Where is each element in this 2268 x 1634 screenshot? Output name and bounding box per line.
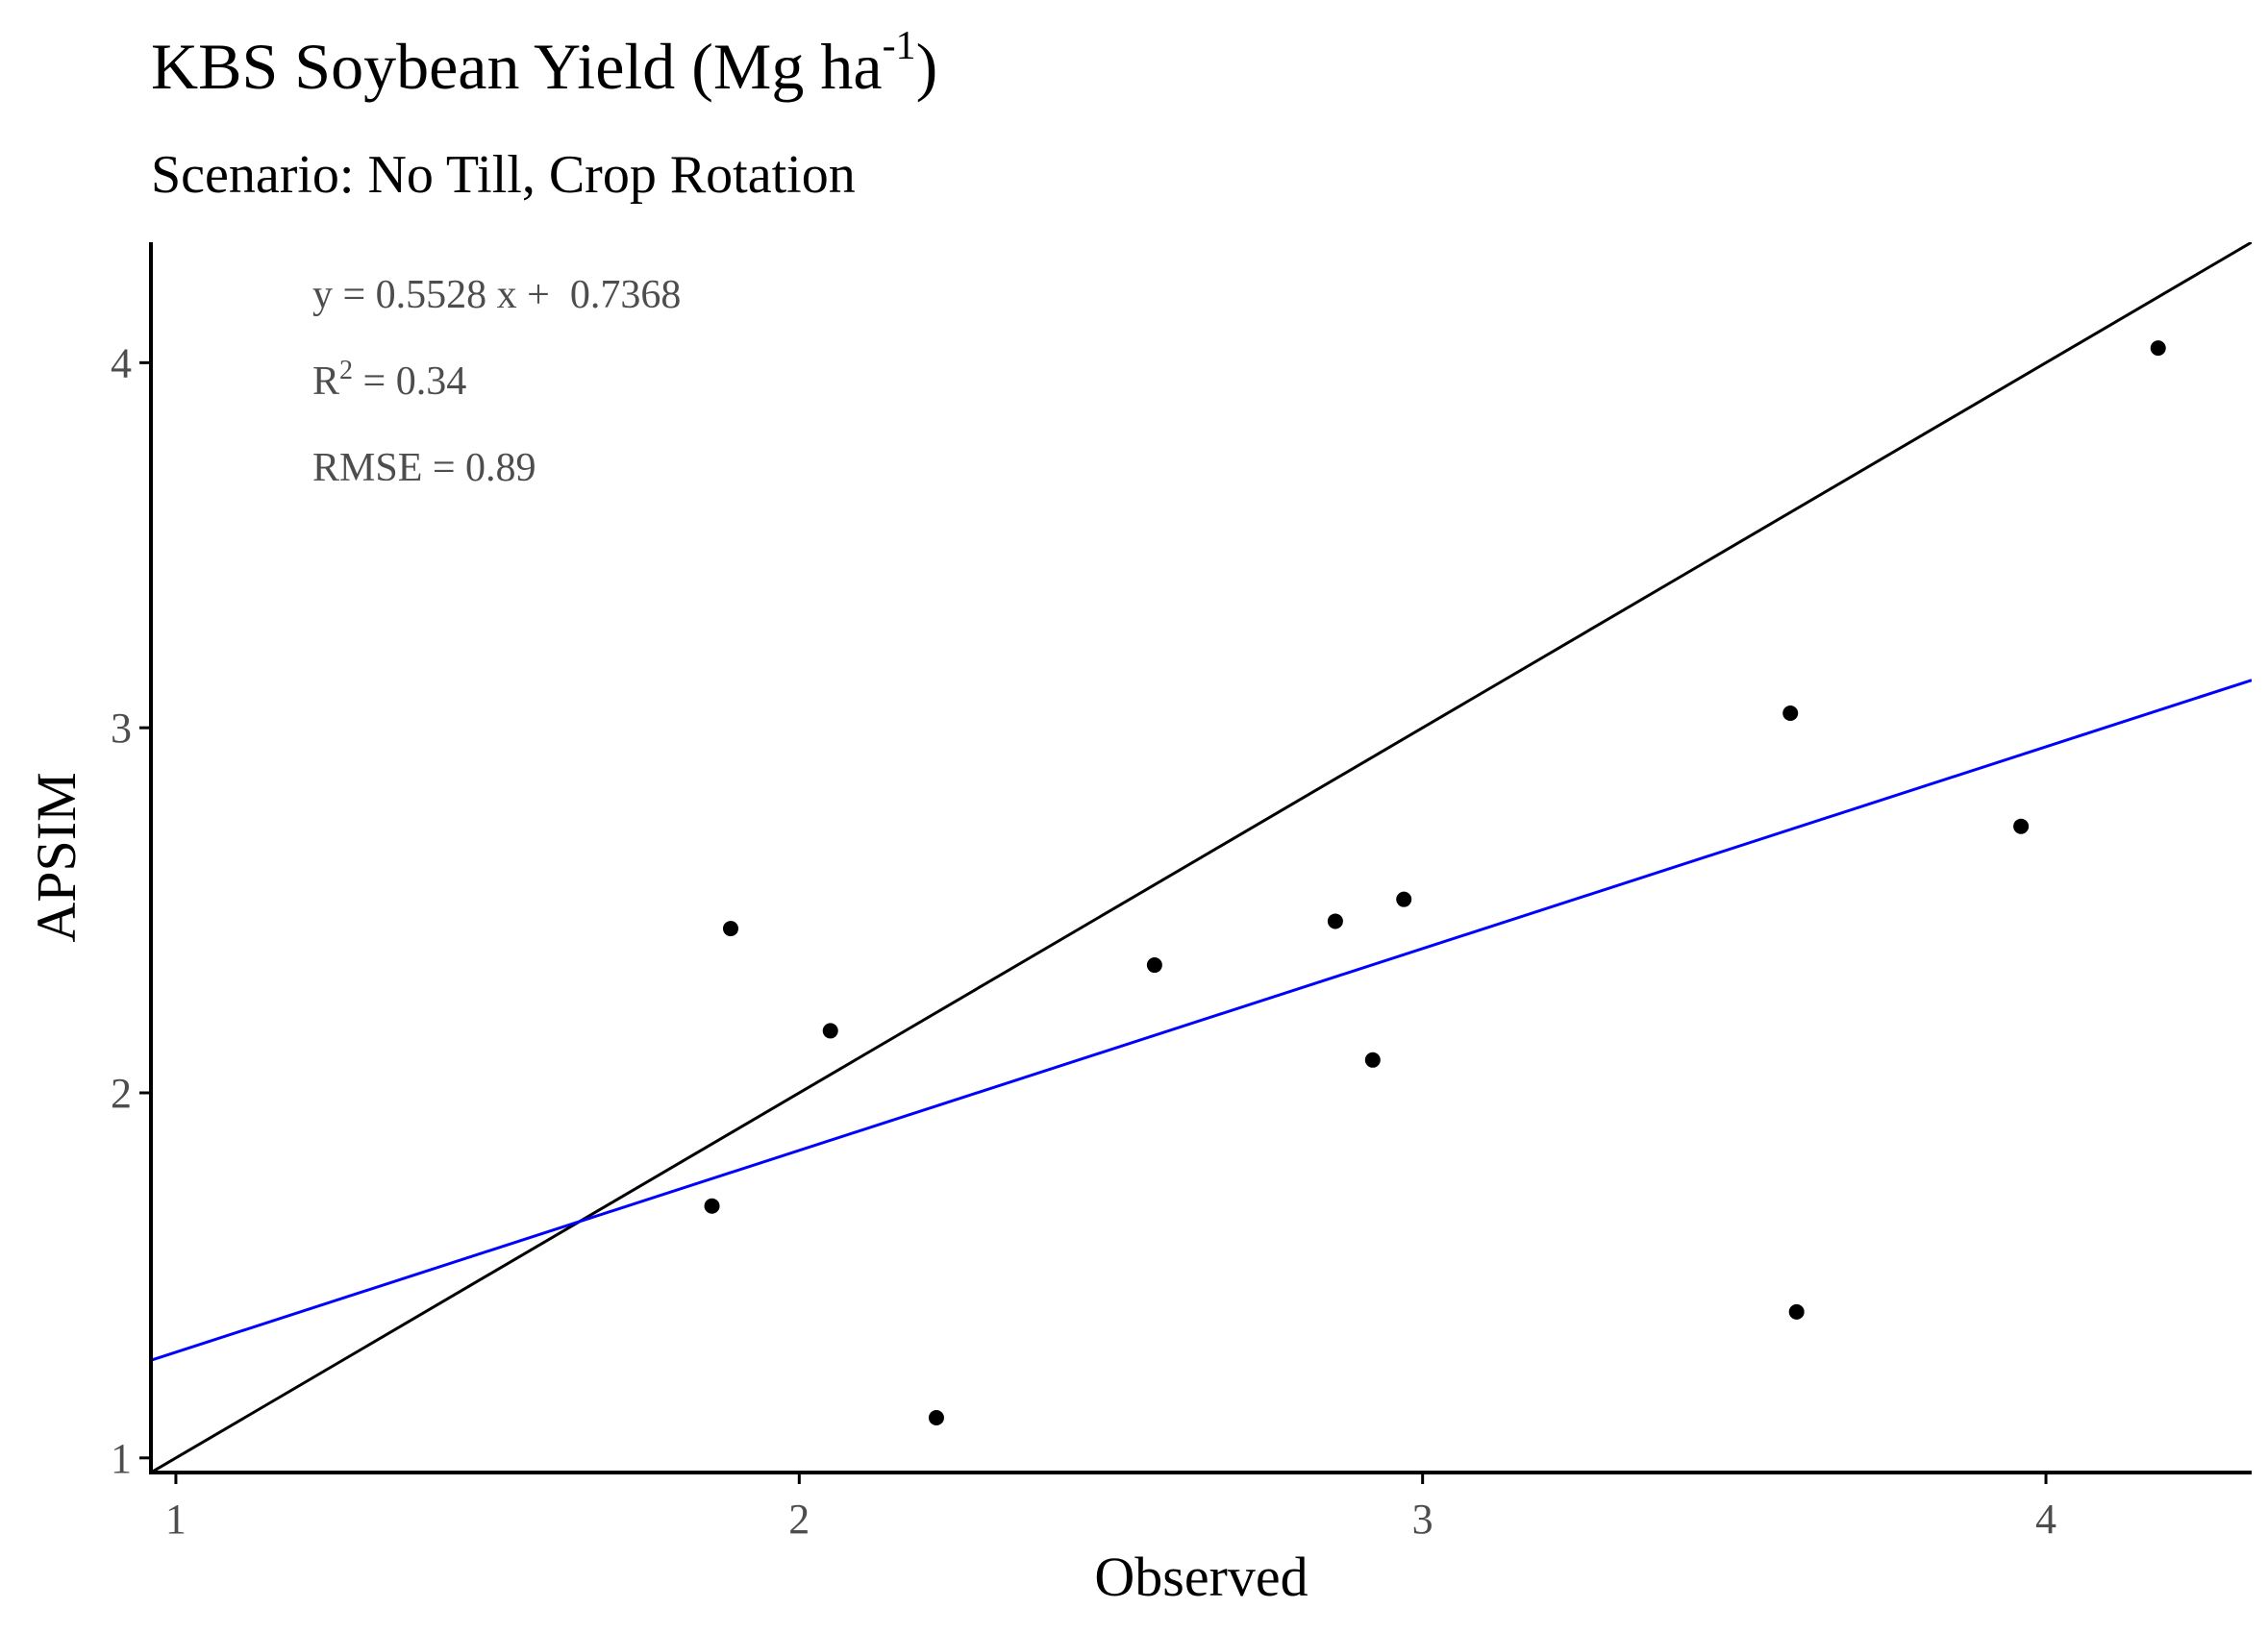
chart-title-close: ) xyxy=(915,30,938,103)
equation-annotation: y = 0.5528 x + 0.7368 xyxy=(312,273,681,317)
data-point xyxy=(704,1198,720,1214)
chart-title: KBS Soybean Yield (Mg ha-1) xyxy=(151,24,938,105)
ticks-layer: 1 2 3 4 1 2 3 4 xyxy=(111,339,2056,1543)
axes-layer xyxy=(149,242,2252,1474)
data-point xyxy=(822,1023,838,1039)
y-tick-label: 4 xyxy=(111,339,132,386)
chart-title-superscript: -1 xyxy=(882,24,916,68)
points-layer xyxy=(704,340,2166,1426)
data-point xyxy=(1788,1303,1805,1320)
data-point xyxy=(2150,340,2166,357)
data-point xyxy=(928,1410,944,1426)
data-point xyxy=(1396,891,1412,907)
data-point xyxy=(2013,818,2030,834)
y-tick-label: 2 xyxy=(111,1070,132,1117)
y-tick-label: 1 xyxy=(111,1435,132,1482)
r-squared-value: = 0.34 xyxy=(353,359,466,404)
identity-line xyxy=(151,242,2252,1473)
x-tick-label: 3 xyxy=(1412,1496,1433,1543)
r-squared-superscript: 2 xyxy=(339,356,353,385)
x-tick-label: 4 xyxy=(2035,1496,2056,1543)
chart-subtitle: Scenario: No Till, Crop Rotation xyxy=(151,145,856,205)
data-point xyxy=(1146,957,1162,974)
data-point xyxy=(1782,705,1799,721)
data-point xyxy=(1327,913,1343,929)
r-squared-annotation: R2 = 0.34 xyxy=(312,356,466,404)
data-point xyxy=(1364,1052,1381,1068)
x-axis-label: Observed xyxy=(1094,1546,1308,1608)
y-tick-label: 3 xyxy=(111,705,132,752)
data-point xyxy=(722,921,738,937)
y-axis-label: APSIM xyxy=(25,772,87,942)
x-tick-label: 2 xyxy=(788,1496,810,1543)
lines-layer xyxy=(151,242,2252,1473)
chart-title-text: KBS Soybean Yield (Mg ha xyxy=(151,30,883,103)
x-tick-label: 1 xyxy=(165,1496,187,1543)
r-squared-prefix: R xyxy=(312,359,339,404)
regression-line xyxy=(151,679,2252,1362)
rmse-annotation: RMSE = 0.89 xyxy=(312,446,536,490)
